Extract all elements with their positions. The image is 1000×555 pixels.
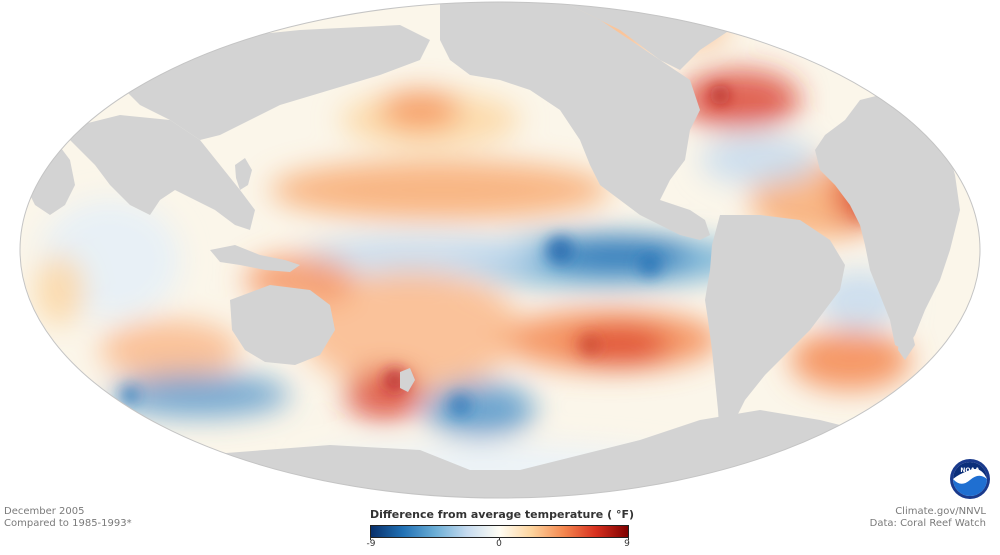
- north-pacific-warm: [270, 160, 610, 220]
- africa-europe: [815, 90, 960, 350]
- baseline-label: Compared to 1985-1993*: [4, 518, 132, 529]
- logo-text: NOAA: [960, 467, 980, 474]
- date-caption: December 2005 Compared to 1985-1993*: [4, 506, 132, 530]
- noaa-logo: NOAA: [950, 459, 990, 499]
- legend-title: Difference from average temperature ( °F…: [370, 508, 634, 521]
- central-pacific-cool: [300, 235, 540, 275]
- credit-link[interactable]: Climate.gov/NNVL: [895, 506, 986, 517]
- legend-label-min: -9: [366, 539, 376, 549]
- south-america: [705, 215, 845, 455]
- north-america: [440, 2, 710, 240]
- legend-tick-min: [370, 537, 371, 540]
- south-indian-cool: [110, 373, 290, 417]
- globe-border: [19, 1, 981, 499]
- data-source-label: Data: Coral Reef Watch: [869, 518, 986, 529]
- new-zealand: [400, 368, 415, 392]
- eurasia-east: [60, 115, 255, 230]
- date-label: December 2005: [4, 506, 85, 517]
- legend-tick-mid: [499, 537, 500, 540]
- japan: [235, 158, 252, 190]
- legend-label-max: 9: [624, 539, 630, 549]
- indonesia: [210, 245, 300, 272]
- color-legend: Difference from average temperature ( °F…: [367, 508, 634, 549]
- south-pacific-warm: [300, 270, 520, 390]
- madagascar: [898, 325, 915, 360]
- legend-label-mid: 0: [496, 539, 502, 549]
- nw-atlantic-hot: [680, 70, 800, 130]
- antarctica: [20, 410, 980, 498]
- southern-pacific-cool: [425, 382, 535, 438]
- legend-tick-max: [628, 537, 629, 540]
- australia: [230, 285, 335, 365]
- se-pacific-hot: [570, 327, 670, 363]
- gulf-alaska-warm: [380, 90, 460, 130]
- south-atlantic-warm: [790, 330, 910, 390]
- credit-caption: Climate.gov/NNVL Data: Coral Reef Watch: [870, 506, 986, 530]
- west-indian-mild: [35, 255, 85, 325]
- south-indian-warm: [100, 320, 240, 380]
- mid-atlantic-cool: [700, 135, 820, 185]
